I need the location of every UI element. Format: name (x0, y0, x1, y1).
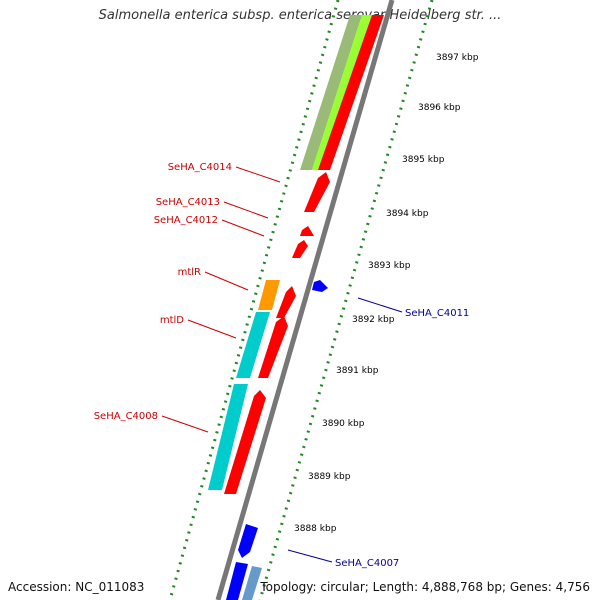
accession-text: Accession: NC_011083 (8, 580, 145, 594)
tick-label: 3893 kbp (368, 261, 411, 271)
topology-text: Topology: circular; Length: 4,888,768 bp… (260, 580, 590, 594)
gene-label-SeHA_C4014[interactable]: SeHA_C4014 (168, 162, 232, 173)
map-title: Salmonella enterica subsp. enterica sero… (98, 8, 502, 23)
gene-red-3 (300, 226, 314, 236)
gene-red-7 (224, 390, 266, 494)
label-leaders (161, 166, 403, 563)
inner-dotted-ring (168, 0, 340, 600)
tick-label: 3889 kbp (308, 472, 351, 482)
tick-label: 3896 kbp (418, 103, 461, 113)
gene-red-6 (258, 316, 288, 378)
gene-label-mtlR[interactable]: mtlR (178, 267, 201, 278)
tick-label: 3895 kbp (402, 155, 445, 165)
gene-lightblue-1 (242, 566, 262, 600)
gene-label-SeHA_C4007[interactable]: SeHA_C4007 (335, 558, 399, 569)
gene-red-4 (292, 240, 308, 258)
tick-label: 3891 kbp (336, 366, 379, 376)
gene-red-2 (304, 172, 330, 212)
cog-bar-cyan-2 (208, 384, 248, 490)
gene-blue-2 (238, 524, 258, 558)
tick-label: 3894 kbp (386, 209, 429, 219)
tick-label: 3897 kbp (436, 53, 479, 63)
gene-label-SeHA_C4008[interactable]: SeHA_C4008 (94, 411, 158, 422)
cog-bar-cyan-1 (236, 312, 270, 378)
outer-dotted-ring (258, 0, 434, 600)
cog-bar-green (312, 15, 372, 170)
tick-label: 3890 kbp (322, 419, 365, 429)
gene-blue-1 (312, 280, 328, 292)
genome-backbone (215, 0, 395, 600)
gene-red-5 (276, 286, 296, 318)
cog-bar-orange (258, 280, 280, 310)
tick-label: 3888 kbp (294, 524, 337, 534)
gene-blue-3 (226, 562, 248, 600)
gene-label-SeHA_C4012[interactable]: SeHA_C4012 (154, 215, 218, 226)
gene-label-mtlD[interactable]: mtlD (160, 315, 184, 326)
gene-label-SeHA_C4011[interactable]: SeHA_C4011 (405, 308, 469, 319)
gene-label-SeHA_C4013[interactable]: SeHA_C4013 (156, 197, 220, 208)
cog-bar-olive (300, 15, 362, 170)
gene-red-1 (318, 15, 384, 170)
tick-label: 3892 kbp (352, 315, 395, 325)
